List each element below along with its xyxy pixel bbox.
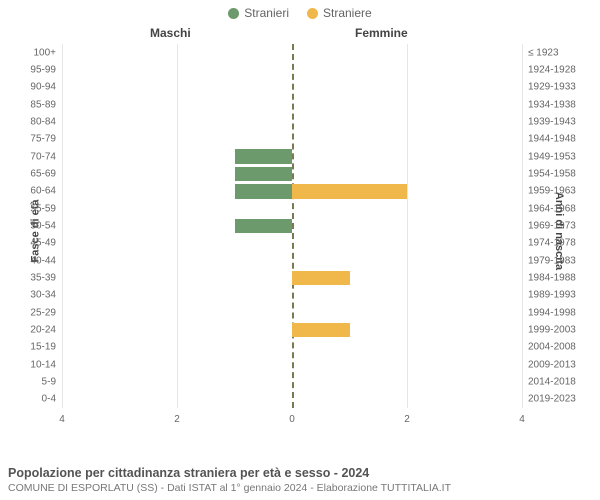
bar-male (235, 167, 293, 182)
chart-row: 15-192004-2008 (62, 339, 522, 356)
birth-year-tick: 1949-1953 (528, 151, 576, 162)
birth-year-tick: 1939-1943 (528, 116, 576, 127)
age-tick: 25-29 (30, 307, 56, 318)
chart-row: 5-92014-2018 (62, 373, 522, 390)
chart-row: 55-591964-1968 (62, 200, 522, 217)
birth-year-tick: 1964-1968 (528, 203, 576, 214)
age-tick: 30-34 (30, 290, 56, 301)
bar-male (235, 219, 293, 234)
bar-male (235, 149, 293, 164)
birth-year-tick: 1999-2003 (528, 324, 576, 335)
bar-male (235, 184, 293, 199)
chart-row: 35-391984-1988 (62, 269, 522, 286)
age-tick: 20-24 (30, 324, 56, 335)
age-tick: 50-54 (30, 220, 56, 231)
bar-female (292, 271, 350, 286)
gridline (522, 44, 523, 408)
birth-year-tick: 1934-1938 (528, 99, 576, 110)
birth-year-tick: 2019-2023 (528, 394, 576, 405)
x-tick: 4 (59, 414, 65, 425)
x-tick: 4 (519, 414, 525, 425)
pyramid-chart: Maschi Femmine Fasce di età Anni di nasc… (0, 26, 600, 436)
chart-row: 45-491974-1978 (62, 235, 522, 252)
birth-year-tick: 1959-1963 (528, 186, 576, 197)
chart-row: 60-641959-1963 (62, 183, 522, 200)
age-tick: 85-89 (30, 99, 56, 110)
chart-row: 85-891934-1938 (62, 96, 522, 113)
chart-row: 95-991924-1928 (62, 61, 522, 78)
x-axis: 4 2 0 2 4 (62, 414, 522, 428)
birth-year-tick: 1979-1983 (528, 255, 576, 266)
age-tick: 40-44 (30, 255, 56, 266)
chart-footer: Popolazione per cittadinanza straniera p… (8, 466, 592, 494)
age-tick: 70-74 (30, 151, 56, 162)
birth-year-tick: 1954-1958 (528, 168, 576, 179)
age-tick: 35-39 (30, 272, 56, 283)
birth-year-tick: 1974-1978 (528, 238, 576, 249)
age-tick: 5-9 (42, 376, 56, 387)
legend-label-male: Stranieri (244, 6, 289, 20)
legend-item-female: Straniere (307, 6, 372, 20)
birth-year-tick: 2014-2018 (528, 376, 576, 387)
legend-item-male: Stranieri (228, 6, 289, 20)
birth-year-tick: 1984-1988 (528, 272, 576, 283)
birth-year-tick: 1924-1928 (528, 64, 576, 75)
header-female: Femmine (355, 26, 408, 40)
bar-female (292, 184, 407, 199)
legend-label-female: Straniere (323, 6, 372, 20)
age-tick: 95-99 (30, 64, 56, 75)
chart-row: 70-741949-1953 (62, 148, 522, 165)
legend-swatch-female (307, 8, 318, 19)
chart-row: 65-691954-1958 (62, 165, 522, 182)
birth-year-tick: 1994-1998 (528, 307, 576, 318)
age-tick: 15-19 (30, 342, 56, 353)
birth-year-tick: 1944-1948 (528, 134, 576, 145)
chart-row: 20-241999-2003 (62, 321, 522, 338)
age-tick: 65-69 (30, 168, 56, 179)
legend-swatch-male (228, 8, 239, 19)
age-tick: 55-59 (30, 203, 56, 214)
plot-area: 100+≤ 192395-991924-192890-941929-193385… (62, 44, 522, 408)
chart-row: 40-441979-1983 (62, 252, 522, 269)
chart-row: 10-142009-2013 (62, 356, 522, 373)
header-male: Maschi (150, 26, 191, 40)
chart-row: 80-841939-1943 (62, 113, 522, 130)
chart-row: 100+≤ 1923 (62, 44, 522, 61)
age-tick: 75-79 (30, 134, 56, 145)
birth-year-tick: 2004-2008 (528, 342, 576, 353)
birth-year-tick: 1969-1973 (528, 220, 576, 231)
age-tick: 90-94 (30, 82, 56, 93)
age-tick: 10-14 (30, 359, 56, 370)
x-tick: 0 (289, 414, 295, 425)
chart-row: 30-341989-1993 (62, 287, 522, 304)
birth-year-tick: 1929-1933 (528, 82, 576, 93)
birth-year-tick: 2009-2013 (528, 359, 576, 370)
birth-year-tick: ≤ 1923 (528, 47, 559, 58)
x-tick: 2 (174, 414, 180, 425)
chart-title: Popolazione per cittadinanza straniera p… (8, 466, 592, 480)
age-tick: 60-64 (30, 186, 56, 197)
chart-row: 25-291994-1998 (62, 304, 522, 321)
age-tick: 45-49 (30, 238, 56, 249)
age-tick: 0-4 (42, 394, 56, 405)
age-tick: 100+ (33, 47, 56, 58)
chart-row: 75-791944-1948 (62, 131, 522, 148)
age-tick: 80-84 (30, 116, 56, 127)
chart-row: 50-541969-1973 (62, 217, 522, 234)
chart-row: 0-42019-2023 (62, 391, 522, 408)
chart-rows: 100+≤ 192395-991924-192890-941929-193385… (62, 44, 522, 408)
chart-row: 90-941929-1933 (62, 79, 522, 96)
x-tick: 2 (404, 414, 410, 425)
chart-legend: Stranieri Straniere (0, 0, 600, 20)
bar-female (292, 323, 350, 338)
chart-subtitle: COMUNE DI ESPORLATU (SS) - Dati ISTAT al… (8, 482, 592, 494)
birth-year-tick: 1989-1993 (528, 290, 576, 301)
